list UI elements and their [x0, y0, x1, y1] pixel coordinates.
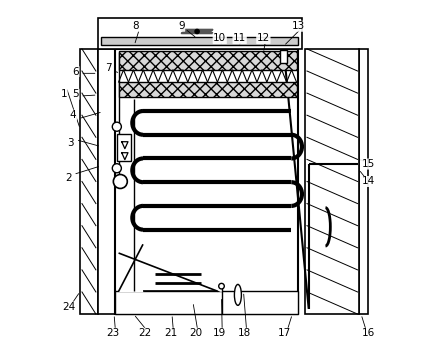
Polygon shape — [181, 30, 213, 33]
Bar — [119, 82, 296, 97]
Bar — [359, 49, 368, 314]
Text: 20: 20 — [189, 328, 202, 338]
Bar — [115, 291, 298, 314]
Bar — [280, 49, 287, 63]
Bar — [97, 49, 115, 314]
Bar — [115, 49, 298, 314]
Text: 8: 8 — [133, 21, 140, 31]
Circle shape — [113, 174, 127, 188]
Circle shape — [195, 30, 199, 33]
Circle shape — [219, 283, 224, 289]
Bar — [80, 49, 97, 314]
Text: 18: 18 — [237, 328, 251, 338]
Text: 4: 4 — [70, 110, 77, 120]
Ellipse shape — [234, 284, 241, 305]
Text: 3: 3 — [67, 138, 74, 148]
Text: 23: 23 — [107, 328, 120, 338]
Text: 6: 6 — [72, 67, 79, 77]
Circle shape — [113, 164, 121, 173]
Text: 24: 24 — [62, 302, 75, 312]
Text: 17: 17 — [278, 328, 291, 338]
Polygon shape — [119, 251, 222, 291]
Bar — [117, 134, 131, 161]
Text: 11: 11 — [233, 33, 246, 43]
Polygon shape — [181, 30, 213, 33]
Text: 1: 1 — [61, 89, 67, 99]
Bar — [101, 37, 298, 46]
Text: 2: 2 — [66, 173, 72, 183]
Text: 12: 12 — [257, 33, 270, 43]
Text: 16: 16 — [361, 328, 375, 338]
Text: 13: 13 — [291, 21, 305, 31]
Bar — [97, 17, 302, 49]
Bar — [305, 49, 359, 314]
Text: 9: 9 — [178, 21, 185, 31]
Polygon shape — [119, 244, 143, 291]
Text: 10: 10 — [213, 33, 226, 43]
Text: 21: 21 — [164, 328, 178, 338]
Text: 19: 19 — [213, 328, 226, 338]
Text: 7: 7 — [105, 63, 112, 73]
Text: 14: 14 — [361, 177, 375, 187]
Text: 22: 22 — [138, 328, 152, 338]
Text: 15: 15 — [361, 159, 375, 169]
Text: 5: 5 — [72, 89, 79, 99]
Bar — [119, 51, 296, 70]
Circle shape — [113, 122, 121, 131]
